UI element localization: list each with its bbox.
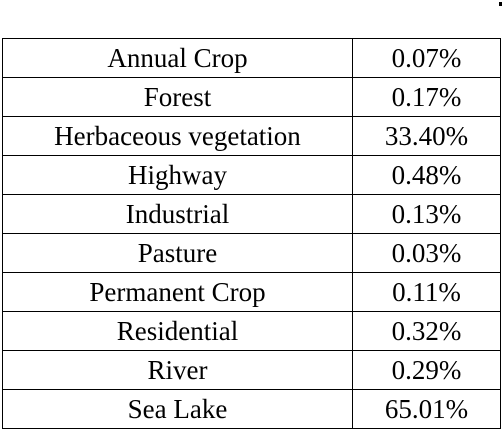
- class-name-cell: Herbaceous vegetation: [2, 116, 353, 156]
- table-row: Herbaceous vegetation 33.40%: [2, 116, 501, 156]
- percentage-cell: 0.48%: [352, 155, 501, 195]
- class-name-cell: Highway: [2, 155, 353, 195]
- class-name-cell: Industrial: [2, 194, 353, 234]
- percentage-cell: 0.07%: [352, 38, 501, 78]
- class-percentage-table: Annual Crop 0.07% Forest 0.17% Herbaceou…: [2, 38, 501, 429]
- class-name-cell: Sea Lake: [2, 389, 353, 429]
- class-name-cell: Residential: [2, 311, 353, 351]
- table-row: Pasture 0.03%: [2, 233, 501, 273]
- table-row: Highway 0.48%: [2, 155, 501, 195]
- percentage-cell: 65.01%: [352, 389, 501, 429]
- percentage-cell: 0.29%: [352, 350, 501, 390]
- table-row: Permanent Crop 0.11%: [2, 272, 501, 312]
- class-name-cell: Forest: [2, 77, 353, 117]
- percentage-cell: 33.40%: [352, 116, 501, 156]
- table-row: Residential 0.32%: [2, 311, 501, 351]
- class-name-cell: Annual Crop: [2, 38, 353, 78]
- table-row: Forest 0.17%: [2, 77, 501, 117]
- corner-mark: [499, 2, 502, 6]
- percentage-cell: 0.11%: [352, 272, 501, 312]
- class-name-cell: River: [2, 350, 353, 390]
- percentage-cell: 0.03%: [352, 233, 501, 273]
- percentage-cell: 0.13%: [352, 194, 501, 234]
- table-row: Annual Crop 0.07%: [2, 38, 501, 78]
- table-row: River 0.29%: [2, 350, 501, 390]
- class-name-cell: Permanent Crop: [2, 272, 353, 312]
- percentage-cell: 0.17%: [352, 77, 501, 117]
- class-name-cell: Pasture: [2, 233, 353, 273]
- table-row: Sea Lake 65.01%: [2, 389, 501, 429]
- table-row: Industrial 0.13%: [2, 194, 501, 234]
- percentage-cell: 0.32%: [352, 311, 501, 351]
